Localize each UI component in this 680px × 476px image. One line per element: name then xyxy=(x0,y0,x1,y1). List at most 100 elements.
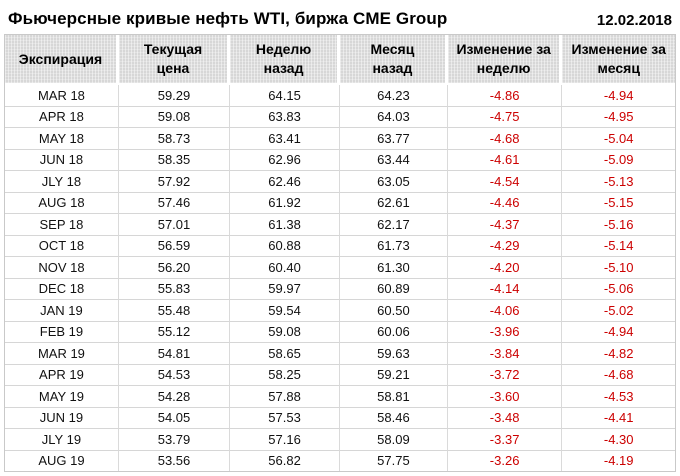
value-cell: 60.06 xyxy=(339,321,448,343)
value-cell: 61.73 xyxy=(339,235,448,257)
value-cell: -4.54 xyxy=(447,171,563,193)
value-cell: 62.17 xyxy=(339,214,448,236)
value-cell: -5.10 xyxy=(562,257,675,279)
expiration-cell: MAR 18 xyxy=(5,85,119,107)
column-header: Изменение за месяц xyxy=(562,35,675,85)
value-cell: -3.96 xyxy=(447,321,563,343)
value-cell: -5.09 xyxy=(562,150,675,171)
value-cell: 56.82 xyxy=(230,450,340,471)
table-row: MAY 19 54.28 57.88 58.81 -3.60 -4.53 xyxy=(5,386,675,408)
expiration-cell: MAR 19 xyxy=(5,343,119,365)
value-cell: 60.88 xyxy=(230,235,340,257)
value-cell: -3.26 xyxy=(448,450,563,471)
header-row: Экспирация Текущая цена Неделю назад Месяц … xyxy=(5,35,675,85)
value-cell: 59.63 xyxy=(339,343,448,365)
value-cell: -4.68 xyxy=(562,365,675,386)
expiration-cell: NOV 18 xyxy=(5,257,119,279)
table-row: JAN 19 55.48 59.54 60.50 -4.06 -5.02 xyxy=(5,300,675,322)
value-cell: -4.46 xyxy=(447,192,563,214)
expiration-cell: APR 18 xyxy=(5,106,119,128)
expiration-cell: MAY 19 xyxy=(5,386,119,408)
value-cell: -4.41 xyxy=(562,408,675,429)
value-cell: 64.03 xyxy=(339,106,448,128)
value-cell: 64.23 xyxy=(339,85,448,107)
value-cell: 59.08 xyxy=(230,321,340,343)
value-cell: 53.79 xyxy=(118,429,231,451)
value-cell: 54.28 xyxy=(118,386,231,408)
column-header: Изменение за неделю xyxy=(447,35,563,85)
table-row: FEB 19 55.12 59.08 60.06 -3.96 -4.94 xyxy=(5,321,675,343)
value-cell: 59.29 xyxy=(118,85,231,107)
value-cell: -3.72 xyxy=(447,364,563,386)
value-cell: -5.04 xyxy=(562,128,675,150)
table-row: MAR 19 54.81 58.65 59.63 -3.84 -4.82 xyxy=(5,343,675,365)
table-row: JUN 18 58.35 62.96 63.44 -4.61 -5.09 xyxy=(5,149,675,171)
value-cell: 57.01 xyxy=(118,214,231,236)
value-cell: 56.59 xyxy=(118,235,231,257)
value-cell: 59.08 xyxy=(118,106,231,128)
value-cell: 58.35 xyxy=(118,149,231,171)
value-cell: -4.82 xyxy=(562,343,675,365)
value-cell: 62.61 xyxy=(339,192,448,214)
value-cell: -3.48 xyxy=(447,407,563,429)
expiration-cell: JLY 18 xyxy=(5,171,119,193)
value-cell: 59.54 xyxy=(230,300,340,322)
value-cell: -4.37 xyxy=(447,214,563,236)
value-cell: -4.61 xyxy=(447,149,563,171)
value-cell: 64.15 xyxy=(230,85,340,107)
column-header: Неделю назад xyxy=(230,35,340,85)
table-row: AUG 18 57.46 61.92 62.61 -4.46 -5.15 xyxy=(5,192,675,214)
value-cell: 57.53 xyxy=(230,407,340,429)
value-cell: -4.94 xyxy=(562,85,675,107)
value-cell: 58.46 xyxy=(339,407,448,429)
table-row: JLY 19 53.79 57.16 58.09 -3.37 -4.30 xyxy=(5,429,675,451)
expiration-cell: SEP 18 xyxy=(5,214,119,236)
value-cell: -4.29 xyxy=(447,235,563,257)
value-cell: -4.53 xyxy=(562,386,675,408)
table-row: AUG 19 53.56 56.82 57.75 -3.26 -4.19 xyxy=(5,450,675,471)
expiration-cell: AUG 18 xyxy=(5,192,119,214)
value-cell: -4.68 xyxy=(447,128,563,150)
expiration-cell: JUN 18 xyxy=(5,149,119,171)
value-cell: -5.06 xyxy=(562,279,675,300)
value-cell: 61.30 xyxy=(339,257,448,279)
table-row: JLY 18 57.92 62.46 63.05 -4.54 -5.13 xyxy=(5,171,675,193)
value-cell: 58.25 xyxy=(230,364,340,386)
value-cell: 60.50 xyxy=(339,300,448,322)
value-cell: 56.20 xyxy=(118,257,231,279)
value-cell: -3.37 xyxy=(447,429,563,451)
value-cell: -4.06 xyxy=(447,300,563,322)
value-cell: -5.14 xyxy=(562,236,675,257)
titlebar: Фьючерсные кривые нефть WTI, биржа CME G… xyxy=(0,0,680,33)
column-header: Текущая цена xyxy=(118,35,231,85)
expiration-cell: JUN 19 xyxy=(5,407,119,429)
value-cell: 57.16 xyxy=(230,429,340,451)
value-cell: 54.81 xyxy=(118,343,231,365)
table-row: JUN 19 54.05 57.53 58.46 -3.48 -4.41 xyxy=(5,407,675,429)
expiration-cell: MAY 18 xyxy=(5,128,119,150)
expiration-cell: AUG 19 xyxy=(5,450,119,471)
value-cell: -5.02 xyxy=(562,300,675,322)
value-cell: 57.75 xyxy=(340,450,448,471)
value-cell: 62.46 xyxy=(230,171,340,193)
value-cell: 63.05 xyxy=(339,171,448,193)
expiration-cell: APR 19 xyxy=(5,364,119,386)
futures-table: Экспирация Текущая цена Неделю назад Месяц … xyxy=(4,34,676,472)
value-cell: -4.30 xyxy=(562,429,675,451)
table-header: Экспирация Текущая цена Неделю назад Месяц … xyxy=(5,35,675,85)
value-cell: 60.40 xyxy=(230,257,340,279)
value-cell: 58.65 xyxy=(230,343,340,365)
table-row: MAR 18 59.29 64.15 64.23 -4.86 -4.94 xyxy=(5,85,675,107)
table-row: MAY 18 58.73 63.41 63.77 -4.68 -5.04 xyxy=(5,128,675,150)
table-body: MAR 18 59.29 64.15 64.23 -4.86 -4.94 APR 18 59.… xyxy=(5,85,675,471)
value-cell: 63.77 xyxy=(339,128,448,150)
value-cell: 54.53 xyxy=(118,364,231,386)
table-row: SEP 18 57.01 61.38 62.17 -4.37 -5.16 xyxy=(5,214,675,236)
column-header: Месяц назад xyxy=(339,35,448,85)
value-cell: 63.41 xyxy=(230,128,340,150)
value-cell: -5.16 xyxy=(562,214,675,236)
value-cell: 57.88 xyxy=(230,386,340,408)
value-cell: 57.46 xyxy=(118,192,231,214)
expiration-cell: JLY 19 xyxy=(5,429,119,451)
